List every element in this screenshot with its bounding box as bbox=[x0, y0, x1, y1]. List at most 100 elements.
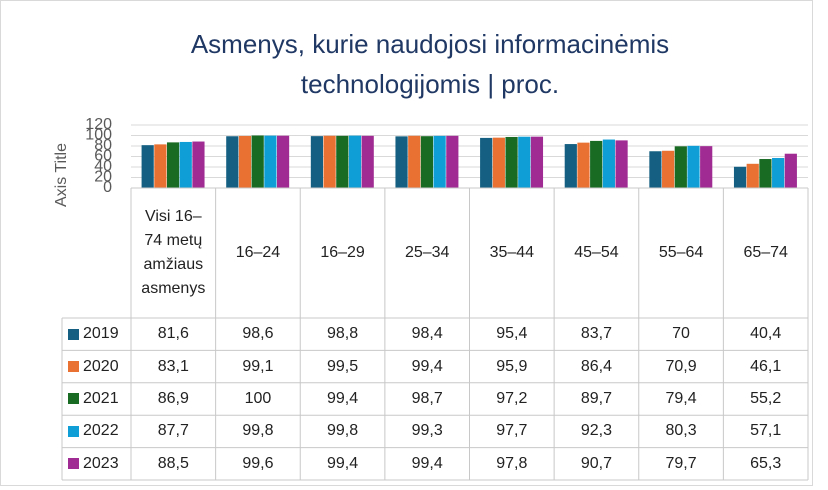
legend-key: 2023 bbox=[62, 448, 131, 480]
bar bbox=[746, 163, 759, 188]
table-value: 90,7 bbox=[580, 454, 612, 472]
table-value: 99,5 bbox=[326, 357, 359, 375]
legend-label: 2023 bbox=[83, 454, 119, 472]
chart-title: Asmenys, kurie naudojosi informacinėmis … bbox=[190, 29, 670, 99]
bar bbox=[141, 145, 154, 188]
table-value: 83,7 bbox=[580, 325, 612, 343]
bar bbox=[154, 144, 167, 188]
bar bbox=[192, 141, 205, 188]
legend-swatch bbox=[68, 361, 79, 373]
table-value: 98,6 bbox=[242, 325, 274, 343]
bar bbox=[518, 136, 531, 188]
category-label: 45–54 bbox=[574, 244, 619, 261]
y-tick-label: 80 bbox=[94, 137, 112, 154]
y-tick-label: 60 bbox=[94, 148, 112, 165]
table-value: 86,4 bbox=[580, 357, 612, 375]
bar bbox=[395, 136, 408, 188]
category-label: Visi 16–74 metų amžiaus asmenys bbox=[141, 208, 206, 297]
y-axis-title: Axis Title bbox=[53, 143, 70, 207]
bar bbox=[226, 136, 239, 188]
category-label: 16–24 bbox=[235, 244, 281, 261]
bar bbox=[276, 135, 290, 188]
bar bbox=[602, 139, 615, 188]
legend-label: 2020 bbox=[83, 357, 119, 375]
y-tick-label: 40 bbox=[94, 158, 112, 175]
bar bbox=[238, 135, 252, 188]
bar bbox=[784, 153, 797, 188]
bar bbox=[179, 141, 192, 188]
table-value: 98,7 bbox=[411, 389, 443, 407]
bar bbox=[505, 136, 518, 188]
category-label: 16–29 bbox=[320, 244, 365, 261]
bar bbox=[264, 135, 277, 188]
bar bbox=[615, 140, 628, 188]
table-value: 87,7 bbox=[157, 422, 189, 440]
legend-swatch bbox=[68, 458, 79, 470]
table-value: 99,4 bbox=[326, 389, 359, 407]
bar bbox=[733, 166, 747, 188]
legend-label: 2022 bbox=[83, 422, 119, 440]
bar bbox=[251, 135, 264, 188]
bar bbox=[564, 144, 577, 188]
category-label: 35–44 bbox=[489, 244, 535, 261]
legend-swatch bbox=[68, 328, 79, 340]
bar bbox=[446, 135, 459, 188]
bar bbox=[348, 135, 362, 188]
table-value: 88,5 bbox=[157, 454, 189, 472]
table-value: 95,4 bbox=[496, 325, 528, 343]
bar bbox=[649, 151, 662, 188]
bar bbox=[166, 142, 180, 188]
table-value: 57,1 bbox=[750, 422, 782, 440]
table-value: 70,9 bbox=[665, 357, 697, 375]
bar bbox=[420, 136, 434, 188]
table-value: 81,6 bbox=[157, 325, 189, 343]
bar bbox=[577, 142, 590, 188]
bar bbox=[687, 145, 700, 188]
table-value: 92,3 bbox=[580, 422, 612, 440]
y-tick-label: 20 bbox=[94, 169, 112, 186]
table-value: 80,3 bbox=[665, 422, 697, 440]
y-tick-label: 100 bbox=[85, 127, 112, 144]
table-value: 99,4 bbox=[411, 357, 443, 375]
table-value: 83,1 bbox=[157, 357, 189, 375]
table-value: 89,7 bbox=[580, 389, 612, 407]
table-value: 98,4 bbox=[411, 325, 443, 343]
table-value: 99,3 bbox=[411, 422, 443, 440]
bar bbox=[361, 135, 374, 188]
category-label: 55–64 bbox=[658, 244, 704, 261]
table-value: 99,6 bbox=[242, 454, 274, 472]
table-value: 99,8 bbox=[326, 422, 359, 440]
table-value: 95,9 bbox=[496, 357, 528, 375]
bar bbox=[310, 136, 324, 188]
legend-key: 2019 bbox=[62, 318, 131, 350]
bar bbox=[590, 140, 603, 188]
legend-label: 2019 bbox=[83, 325, 119, 343]
table-value: 100 bbox=[244, 389, 272, 407]
table-value: 55,2 bbox=[750, 389, 782, 407]
bar bbox=[492, 137, 505, 188]
table-value: 40,4 bbox=[750, 325, 782, 343]
bar bbox=[759, 159, 772, 188]
table-value: 98,8 bbox=[326, 325, 359, 343]
legend-key: 2022 bbox=[62, 415, 131, 447]
table-value: 97,2 bbox=[496, 389, 528, 407]
bar bbox=[408, 135, 421, 188]
table-value: 65,3 bbox=[750, 454, 782, 472]
bar bbox=[772, 158, 785, 188]
bar bbox=[700, 146, 713, 188]
table-value: 86,9 bbox=[157, 389, 189, 407]
table-value: 99,4 bbox=[411, 454, 443, 472]
bar bbox=[480, 137, 493, 188]
bar bbox=[336, 135, 349, 188]
bar bbox=[323, 135, 336, 188]
y-tick-label: 0 bbox=[103, 179, 112, 196]
bar bbox=[662, 150, 675, 188]
table-value: 99,4 bbox=[326, 454, 359, 472]
category-label: 25–34 bbox=[404, 244, 450, 261]
legend-key: 2020 bbox=[62, 350, 131, 382]
legend-swatch bbox=[68, 393, 79, 405]
legend-label: 2021 bbox=[83, 389, 119, 407]
table-value: 79,7 bbox=[665, 454, 697, 472]
